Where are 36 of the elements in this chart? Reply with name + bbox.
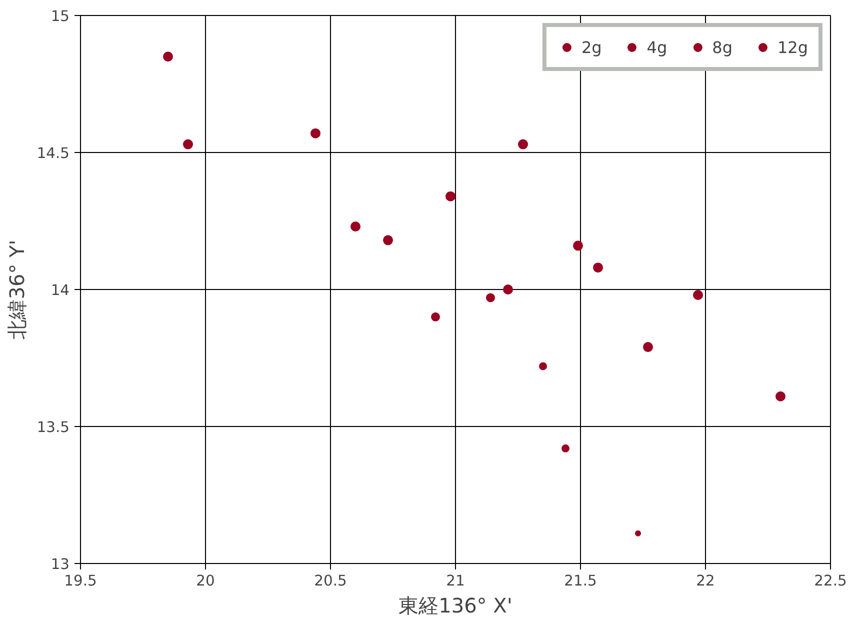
x-tick-label: 21.5 — [564, 572, 597, 590]
x-tick-label: 22 — [696, 572, 715, 590]
y-tick-label: 13.5 — [36, 419, 70, 436]
x-tick-label: 20 — [196, 572, 215, 590]
point — [593, 262, 603, 273]
point — [573, 240, 583, 251]
point — [693, 290, 703, 300]
point — [562, 444, 570, 452]
point — [163, 52, 173, 62]
point — [350, 221, 360, 232]
point — [431, 312, 440, 322]
point — [310, 128, 320, 138]
legend-label: 12g — [777, 38, 808, 56]
x-tick-label: 20.5 — [314, 572, 347, 590]
point — [383, 235, 393, 246]
point — [446, 191, 456, 202]
point — [635, 530, 641, 536]
y-tick-label: 14.5 — [36, 145, 70, 162]
x-axis-title: 東経136° X' — [398, 594, 512, 618]
point — [643, 342, 653, 352]
legend-label: 4g — [646, 38, 668, 56]
point — [518, 139, 528, 150]
point — [503, 284, 513, 294]
y-tick-label: 14 — [50, 282, 70, 299]
point — [539, 362, 547, 370]
legend-label: 8g — [712, 38, 732, 56]
x-tick-label: 19.5 — [64, 572, 97, 590]
point — [486, 293, 495, 302]
y-tick-label: 13 — [50, 556, 70, 573]
x-tick-label: 21 — [446, 572, 465, 590]
point — [183, 139, 193, 150]
legend-label: 2g — [581, 38, 602, 56]
y-tick-label: 15 — [50, 8, 70, 25]
x-tick-label: 22.5 — [814, 572, 847, 590]
point — [776, 391, 786, 402]
y-axis-title: 北緯36° Y' — [4, 240, 29, 340]
